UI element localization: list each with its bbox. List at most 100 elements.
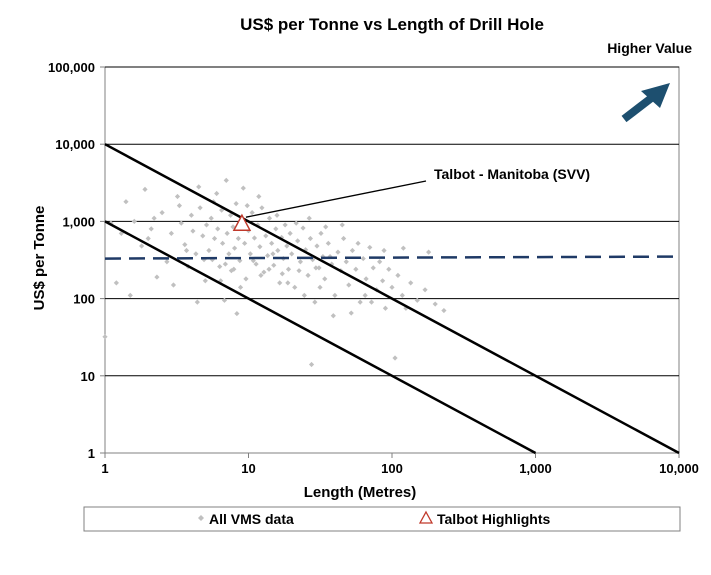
y-axis-ticks: 1 10 100 1,000 10,000 100,000 — [48, 60, 105, 461]
data-point — [203, 222, 210, 228]
x-tick-label: 10,000 — [659, 461, 699, 476]
data-point — [237, 258, 243, 264]
legend-diamond-icon — [198, 515, 204, 521]
data-point — [142, 186, 148, 192]
data-point — [244, 203, 250, 209]
data-point — [226, 251, 232, 257]
data-point — [190, 228, 196, 234]
data-point — [343, 259, 349, 265]
data-point — [223, 177, 229, 183]
legend-box — [83, 506, 681, 532]
y-axis-label: US$ per Tonne — [31, 206, 48, 311]
data-point — [271, 262, 277, 268]
data-point — [301, 292, 307, 299]
data-point — [235, 235, 241, 242]
average-dashed-line — [104, 255, 680, 260]
data-point — [395, 272, 401, 278]
data-point — [188, 212, 194, 218]
data-point — [234, 310, 240, 317]
data-point — [257, 244, 263, 250]
data-point — [307, 235, 314, 242]
data-point — [176, 203, 183, 209]
talbot-highlight-point — [232, 213, 252, 231]
data-point — [339, 222, 345, 228]
data-point — [211, 235, 218, 242]
data-point — [362, 292, 368, 299]
y-tick-label: 10 — [81, 369, 95, 384]
data-point — [422, 287, 428, 293]
data-point — [312, 299, 318, 305]
data-point — [251, 235, 258, 241]
y-tick-label: 1,000 — [62, 214, 95, 229]
data-point — [227, 212, 234, 218]
plot-area: 1 10 100 1,000 10,000 100,000 1 10 100 1,000 10,0… — [48, 60, 699, 476]
data-point — [323, 224, 329, 230]
data-point — [332, 292, 338, 299]
data-point — [240, 185, 246, 191]
data-point — [377, 259, 383, 265]
data-point — [168, 230, 174, 236]
data-point — [258, 272, 264, 278]
data-point — [316, 265, 322, 271]
data-point — [102, 334, 108, 340]
data-point — [197, 205, 203, 211]
data-point — [368, 299, 375, 305]
data-point — [266, 266, 272, 272]
data-point — [196, 184, 202, 190]
data-point — [243, 276, 249, 282]
higher-value-label: Higher Value — [607, 40, 692, 56]
y-tick-label: 1 — [88, 446, 95, 461]
data-point — [183, 247, 190, 254]
data-point — [348, 310, 354, 316]
data-point — [174, 193, 181, 200]
data-point — [214, 190, 220, 197]
data-point — [222, 261, 228, 267]
reference-line — [104, 220, 537, 455]
data-point — [360, 255, 366, 262]
data-point — [224, 230, 230, 236]
data-point — [259, 205, 265, 211]
data-point — [263, 233, 269, 239]
data-point — [148, 226, 154, 232]
data-point — [308, 361, 315, 368]
data-point — [295, 238, 301, 244]
data-point — [233, 201, 239, 207]
data-point — [357, 299, 363, 305]
reference-line — [104, 143, 680, 455]
data-point — [206, 247, 212, 254]
data-point — [202, 278, 208, 284]
talbot-callout-line — [245, 180, 427, 218]
data-point — [289, 251, 295, 257]
data-point — [270, 251, 276, 257]
legend-triangle-icon — [418, 510, 434, 524]
data-point — [392, 355, 398, 361]
data-point — [178, 220, 184, 226]
data-point — [193, 251, 199, 257]
data-point — [231, 266, 237, 272]
data-point — [256, 193, 262, 200]
x-axis-ticks: 1 10 100 1,000 10,000 — [101, 453, 699, 476]
data-point — [265, 253, 271, 259]
data-point — [381, 247, 387, 254]
data-point — [370, 265, 376, 271]
data-point — [250, 258, 256, 264]
data-point — [432, 301, 438, 307]
data-point — [247, 251, 253, 257]
data-point — [249, 210, 255, 216]
data-point — [159, 210, 165, 216]
data-point — [349, 247, 356, 254]
data-point — [215, 226, 221, 232]
data-point — [279, 271, 285, 277]
data-point — [269, 240, 275, 246]
data-point — [194, 299, 200, 305]
data-point — [127, 292, 133, 299]
data-point — [300, 225, 306, 231]
data-point — [341, 235, 347, 242]
data-point — [231, 245, 238, 251]
data-point — [293, 220, 299, 226]
data-point — [217, 263, 223, 270]
data-point — [278, 234, 285, 241]
data-point — [182, 242, 188, 248]
data-point — [208, 215, 214, 221]
